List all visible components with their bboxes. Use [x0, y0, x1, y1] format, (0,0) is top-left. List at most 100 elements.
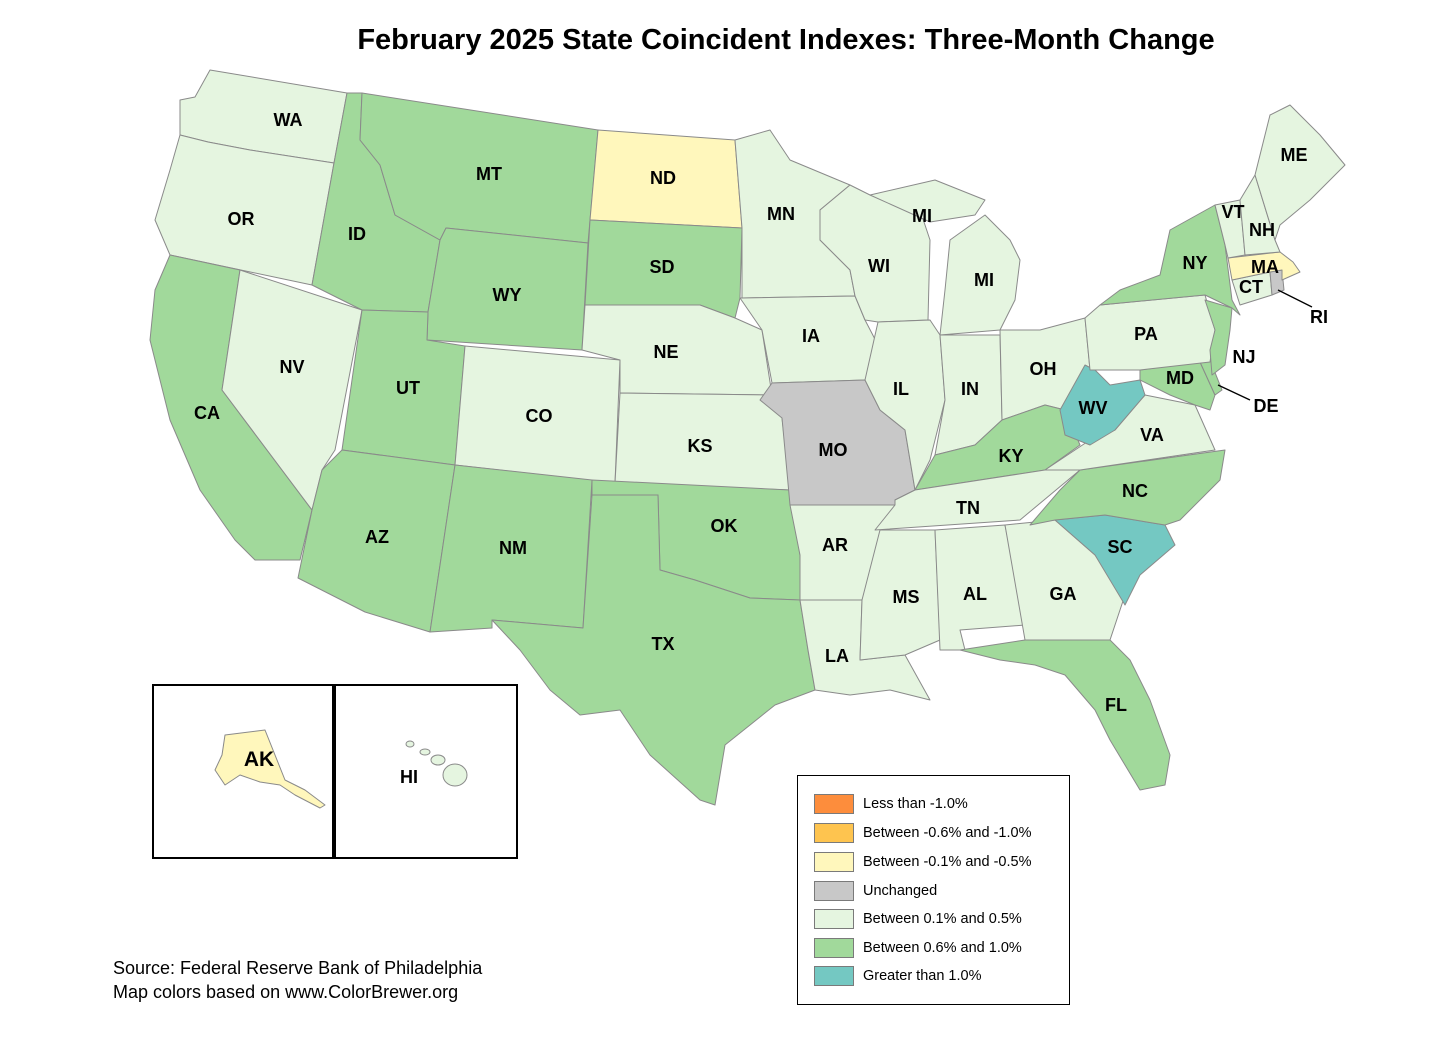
- label-de: DE: [1253, 396, 1278, 416]
- label-ca: CA: [194, 403, 220, 423]
- label-nm: NM: [499, 538, 527, 558]
- state-me: [1254, 104, 1346, 241]
- label-pa: PA: [1134, 324, 1158, 344]
- legend-item-unchanged: Unchanged: [814, 880, 937, 902]
- label-ny: NY: [1182, 253, 1207, 273]
- label-ga: GA: [1050, 584, 1077, 604]
- label-hi: HI: [400, 767, 418, 787]
- label-ar: AR: [822, 535, 848, 555]
- legend-swatch: [814, 881, 854, 901]
- label-ut: UT: [396, 378, 420, 398]
- label-nv: NV: [279, 357, 304, 377]
- legend-swatch: [814, 794, 854, 814]
- legend-item-pos06-to-10: Between 0.6% and 1.0%: [814, 937, 1022, 959]
- label-vt: VT: [1221, 202, 1244, 222]
- legend-item-neg01-to-neg05: Between -0.1% and -0.5%: [814, 851, 1031, 873]
- legend-label: Unchanged: [863, 883, 938, 899]
- state-ma: [1227, 251, 1301, 281]
- label-ky: KY: [998, 446, 1023, 466]
- label-id: ID: [348, 224, 366, 244]
- label-or: OR: [228, 209, 255, 229]
- legend-swatch: [814, 966, 854, 986]
- legend-swatch: [814, 852, 854, 872]
- label-ne: NE: [653, 342, 678, 362]
- label-nd: ND: [650, 168, 676, 188]
- legend-item-less-than-neg1: Less than -1.0%: [814, 793, 968, 815]
- colorbrewer-credit: Map colors based on www.ColorBrewer.org: [113, 982, 459, 1002]
- state-mi: [939, 214, 1021, 336]
- legend-swatch: [814, 823, 854, 843]
- label-ms: MS: [893, 587, 920, 607]
- label-mi: MI: [974, 270, 994, 290]
- label-fl: FL: [1105, 695, 1127, 715]
- legend-label: Greater than 1.0%: [863, 968, 982, 984]
- label-mn: MN: [767, 204, 795, 224]
- legend-label: Between 0.6% and 1.0%: [863, 940, 1022, 956]
- legend-item-greater-than-1: Greater than 1.0%: [814, 965, 982, 987]
- label-ks: KS: [687, 436, 712, 456]
- state-vt: [1214, 199, 1246, 259]
- state-hi-kauai: [405, 740, 415, 748]
- label-tn: TN: [956, 498, 980, 518]
- label-oh: OH: [1030, 359, 1057, 379]
- map-title: February 2025 State Coincident Indexes: …: [357, 24, 1215, 56]
- label-wv: WV: [1079, 398, 1108, 418]
- source-line: Source: Federal Reserve Bank of Philadel…: [113, 958, 483, 978]
- legend-label: Less than -1.0%: [863, 796, 968, 812]
- state-nc: [1029, 449, 1226, 526]
- label-in: IN: [961, 379, 979, 399]
- label-al: AL: [963, 584, 987, 604]
- label-tx: TX: [651, 634, 674, 654]
- label-ak: AK: [244, 748, 274, 771]
- label-ia: IA: [802, 326, 820, 346]
- legend-item-pos01-to-05: Between 0.1% and 0.5%: [814, 908, 1022, 930]
- label-wi: WI: [868, 256, 890, 276]
- state-fl: [959, 639, 1171, 791]
- state-wv: [1059, 364, 1146, 446]
- label-la: LA: [825, 646, 849, 666]
- label-ri: RI: [1310, 307, 1328, 327]
- state-hi-main: [442, 763, 468, 787]
- label-nj: NJ: [1232, 347, 1255, 367]
- label-ct: CT: [1239, 277, 1263, 297]
- source-note: Source: Federal Reserve Bank of Philadel…: [113, 956, 482, 1004]
- label-ma: MA: [1251, 257, 1279, 277]
- state-mi-upper: [869, 179, 986, 223]
- label-mt: MT: [476, 164, 502, 184]
- label-az: AZ: [365, 527, 389, 547]
- label-va: VA: [1140, 425, 1164, 445]
- label-md: MD: [1166, 368, 1194, 388]
- label-nh: NH: [1249, 220, 1275, 240]
- legend-label: Between 0.1% and 0.5%: [863, 911, 1022, 927]
- state-nh: [1239, 174, 1281, 256]
- label-sd: SD: [649, 257, 674, 277]
- de-leader-line: [1217, 384, 1251, 401]
- label-me: ME: [1281, 145, 1308, 165]
- hawaii-inset-frame: [332, 684, 518, 859]
- label-ok: OK: [711, 516, 738, 536]
- legend-swatch: [814, 909, 854, 929]
- label-il: IL: [893, 379, 909, 399]
- label-mo: MO: [819, 440, 848, 460]
- legend: Less than -1.0% Between -0.6% and -1.0% …: [797, 775, 1070, 1005]
- state-hi-oahu: [419, 748, 431, 756]
- state-hi-maui: [430, 754, 446, 766]
- label-mi-upper: MI: [912, 206, 932, 226]
- state-tx: [491, 494, 816, 806]
- state-hi-islands: [405, 740, 468, 787]
- state-il: [864, 319, 946, 491]
- label-sc: SC: [1107, 537, 1132, 557]
- legend-item-neg06-to-neg1: Between -0.6% and -1.0%: [814, 822, 1031, 844]
- label-wy: WY: [493, 285, 522, 305]
- label-co: CO: [526, 406, 553, 426]
- ri-leader-line: [1277, 289, 1313, 308]
- state-ak: [214, 729, 326, 809]
- legend-label: Between -0.6% and -1.0%: [863, 825, 1032, 841]
- legend-swatch: [814, 938, 854, 958]
- legend-label: Between -0.1% and -0.5%: [863, 854, 1032, 870]
- alaska-inset-frame: [152, 684, 336, 859]
- label-wa: WA: [274, 110, 303, 130]
- state-nj: [1204, 299, 1233, 376]
- label-nc: NC: [1122, 481, 1148, 501]
